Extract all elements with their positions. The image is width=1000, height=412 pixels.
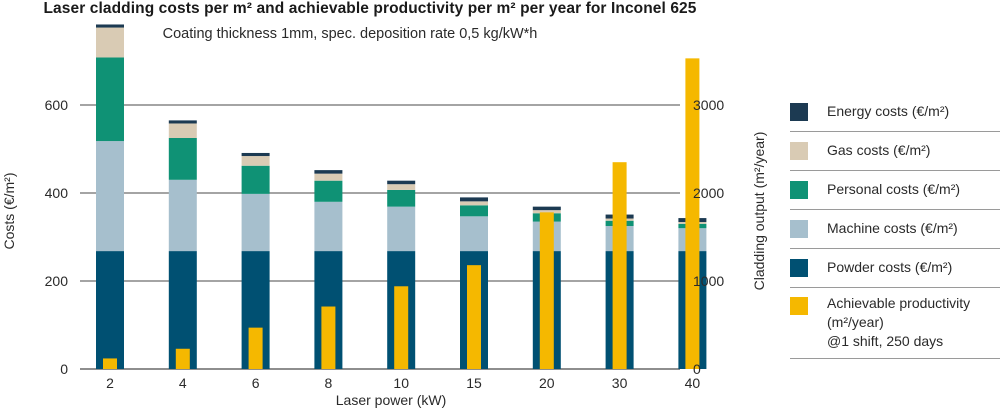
personal-cost-bar <box>314 180 343 202</box>
personal-cost-bar <box>241 165 270 194</box>
legend-label-line: Achievable productivity <box>827 295 971 311</box>
chart-legend: Energy costs (€/m²) Gas costs (€/m²) Perso… <box>790 93 1000 359</box>
y2-axis-label: Cladding output (m²/year) <box>751 132 767 291</box>
machine-cost-bar <box>460 216 488 252</box>
legend-label: Achievable productivity (m²/year) @1 shift… <box>827 294 970 351</box>
legend-label-line: (m²/year) <box>827 314 884 330</box>
productivity-bar <box>394 286 409 369</box>
legend-swatch-machine <box>790 220 808 238</box>
axis-ticks: 0 200 400 600 0 1000 2000 3000 2 4 6 8 10 15 20 30 40 <box>45 97 725 391</box>
y-tick-label: 400 <box>45 185 69 201</box>
legend-label-line: Gas costs (€/m²) <box>827 142 931 158</box>
energy-cost-bar <box>532 206 561 211</box>
personal-cost-bar <box>460 205 488 217</box>
legend-label-line: Machine costs (€/m²) <box>827 220 958 236</box>
legend-label: Energy costs (€/m²) <box>827 102 949 121</box>
legend-item-gas: Gas costs (€/m²) <box>790 132 1000 171</box>
productivity-bars <box>103 58 700 370</box>
legend-label-line: Powder costs (€/m²) <box>827 259 953 275</box>
chart-title: Laser cladding costs per m² and achievab… <box>43 0 697 17</box>
chart-subtitle: Coating thickness 1mm, spec. deposition … <box>162 26 538 42</box>
gas-cost-bar <box>387 184 416 190</box>
personal-cost-bar <box>96 57 124 142</box>
x-tick-label: 10 <box>393 375 409 391</box>
legend-label: Personal costs (€/m²) <box>827 180 960 199</box>
legend-label: Gas costs (€/m²) <box>827 141 930 160</box>
legend-label-line: Personal costs (€/m²) <box>827 181 961 197</box>
productivity-bar <box>467 265 481 369</box>
machine-cost-bar <box>387 206 416 252</box>
energy-cost-bar <box>314 170 343 174</box>
energy-cost-bar <box>241 152 270 157</box>
personal-cost-bar <box>168 138 197 180</box>
legend-swatch-gas <box>790 142 808 160</box>
legend-item-powder: Powder costs (€/m²) <box>790 249 1000 288</box>
y2-tick-label: 2000 <box>693 185 724 201</box>
energy-cost-bar <box>387 180 416 185</box>
legend-item-machine: Machine costs (€/m²) <box>790 210 1000 249</box>
legend-label-line: Energy costs (€/m²) <box>827 103 950 119</box>
y-tick-label: 200 <box>45 273 69 289</box>
productivity-bar <box>103 358 117 369</box>
x-axis-label: Laser power (kW) <box>336 392 446 408</box>
legend-label-line: @1 shift, 250 days <box>827 333 944 349</box>
legend-item-productivity: Achievable productivity (m²/year) @1 shift… <box>790 288 1000 359</box>
productivity-bar <box>248 327 263 369</box>
x-tick-label: 6 <box>252 375 260 391</box>
x-tick-label: 8 <box>325 375 333 391</box>
y2-tick-label: 3000 <box>693 97 724 113</box>
productivity-bar <box>175 348 190 369</box>
legend-label: Powder costs (€/m²) <box>827 258 952 277</box>
gas-cost-bar <box>96 27 124 58</box>
gas-cost-bar <box>314 173 343 181</box>
legend-label: Machine costs (€/m²) <box>827 219 958 238</box>
x-tick-label: 20 <box>539 375 555 391</box>
y-axis-label: Costs (€/m²) <box>1 173 17 250</box>
productivity-bar <box>539 212 554 369</box>
energy-cost-bar <box>96 24 124 28</box>
gas-cost-bar <box>168 123 197 138</box>
productivity-bar <box>685 58 700 370</box>
y2-tick-label: 0 <box>693 361 701 377</box>
legend-swatch-energy <box>790 103 808 121</box>
productivity-bar <box>321 306 336 369</box>
cost-productivity-chart: 0 200 400 600 0 1000 2000 3000 2 4 6 8 10 15 20 30 40 Co… <box>1 24 767 408</box>
x-tick-label: 2 <box>106 375 114 391</box>
x-tick-label: 15 <box>466 375 482 391</box>
powder-cost-bar <box>96 251 124 369</box>
legend-swatch-productivity <box>790 297 808 315</box>
x-tick-label: 30 <box>612 375 628 391</box>
productivity-bar <box>612 162 627 369</box>
y2-tick-label: 1000 <box>693 273 724 289</box>
gas-cost-bar <box>532 210 561 214</box>
x-tick-label: 40 <box>685 375 701 391</box>
energy-cost-bar <box>460 197 488 202</box>
machine-cost-bar <box>241 193 270 252</box>
energy-cost-bar <box>168 120 197 124</box>
legend-item-personal: Personal costs (€/m²) <box>790 171 1000 210</box>
legend-item-energy: Energy costs (€/m²) <box>790 93 1000 132</box>
machine-cost-bar <box>96 141 124 252</box>
machine-cost-bar <box>168 179 197 252</box>
legend-swatch-powder <box>790 259 808 277</box>
x-tick-label: 4 <box>179 375 187 391</box>
gas-cost-bar <box>241 156 270 166</box>
legend-swatch-personal <box>790 181 808 199</box>
personal-cost-bar <box>387 189 416 207</box>
y-tick-label: 600 <box>45 97 69 113</box>
y-tick-label: 0 <box>60 361 68 377</box>
gas-cost-bar <box>460 201 488 206</box>
machine-cost-bar <box>314 201 343 252</box>
